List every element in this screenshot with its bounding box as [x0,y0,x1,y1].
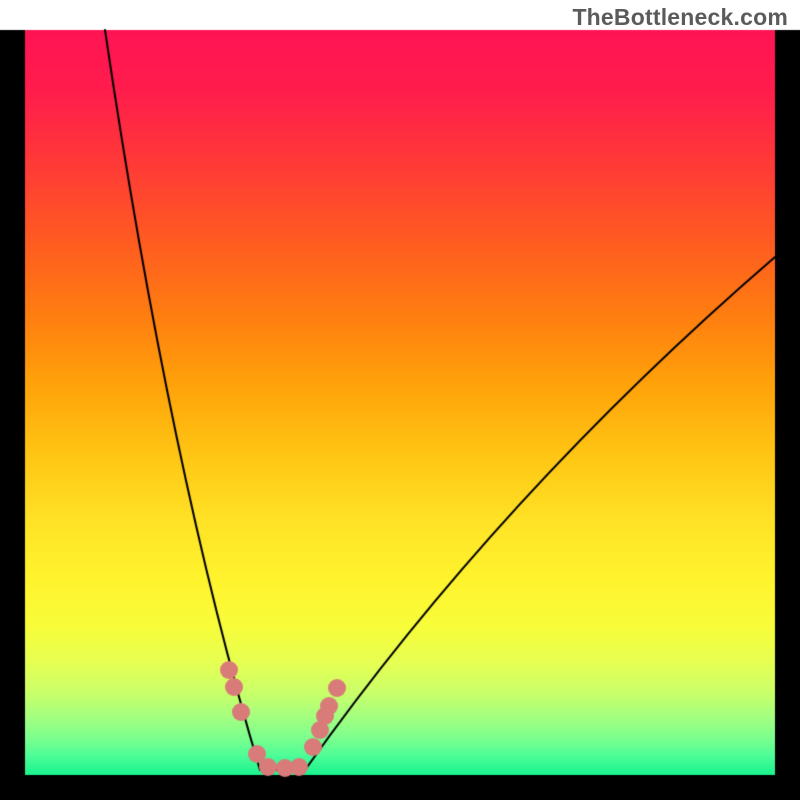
bottleneck-chart-canvas [0,0,800,800]
watermark-label: TheBottleneck.com [572,4,788,31]
chart-stage: TheBottleneck.com [0,0,800,800]
